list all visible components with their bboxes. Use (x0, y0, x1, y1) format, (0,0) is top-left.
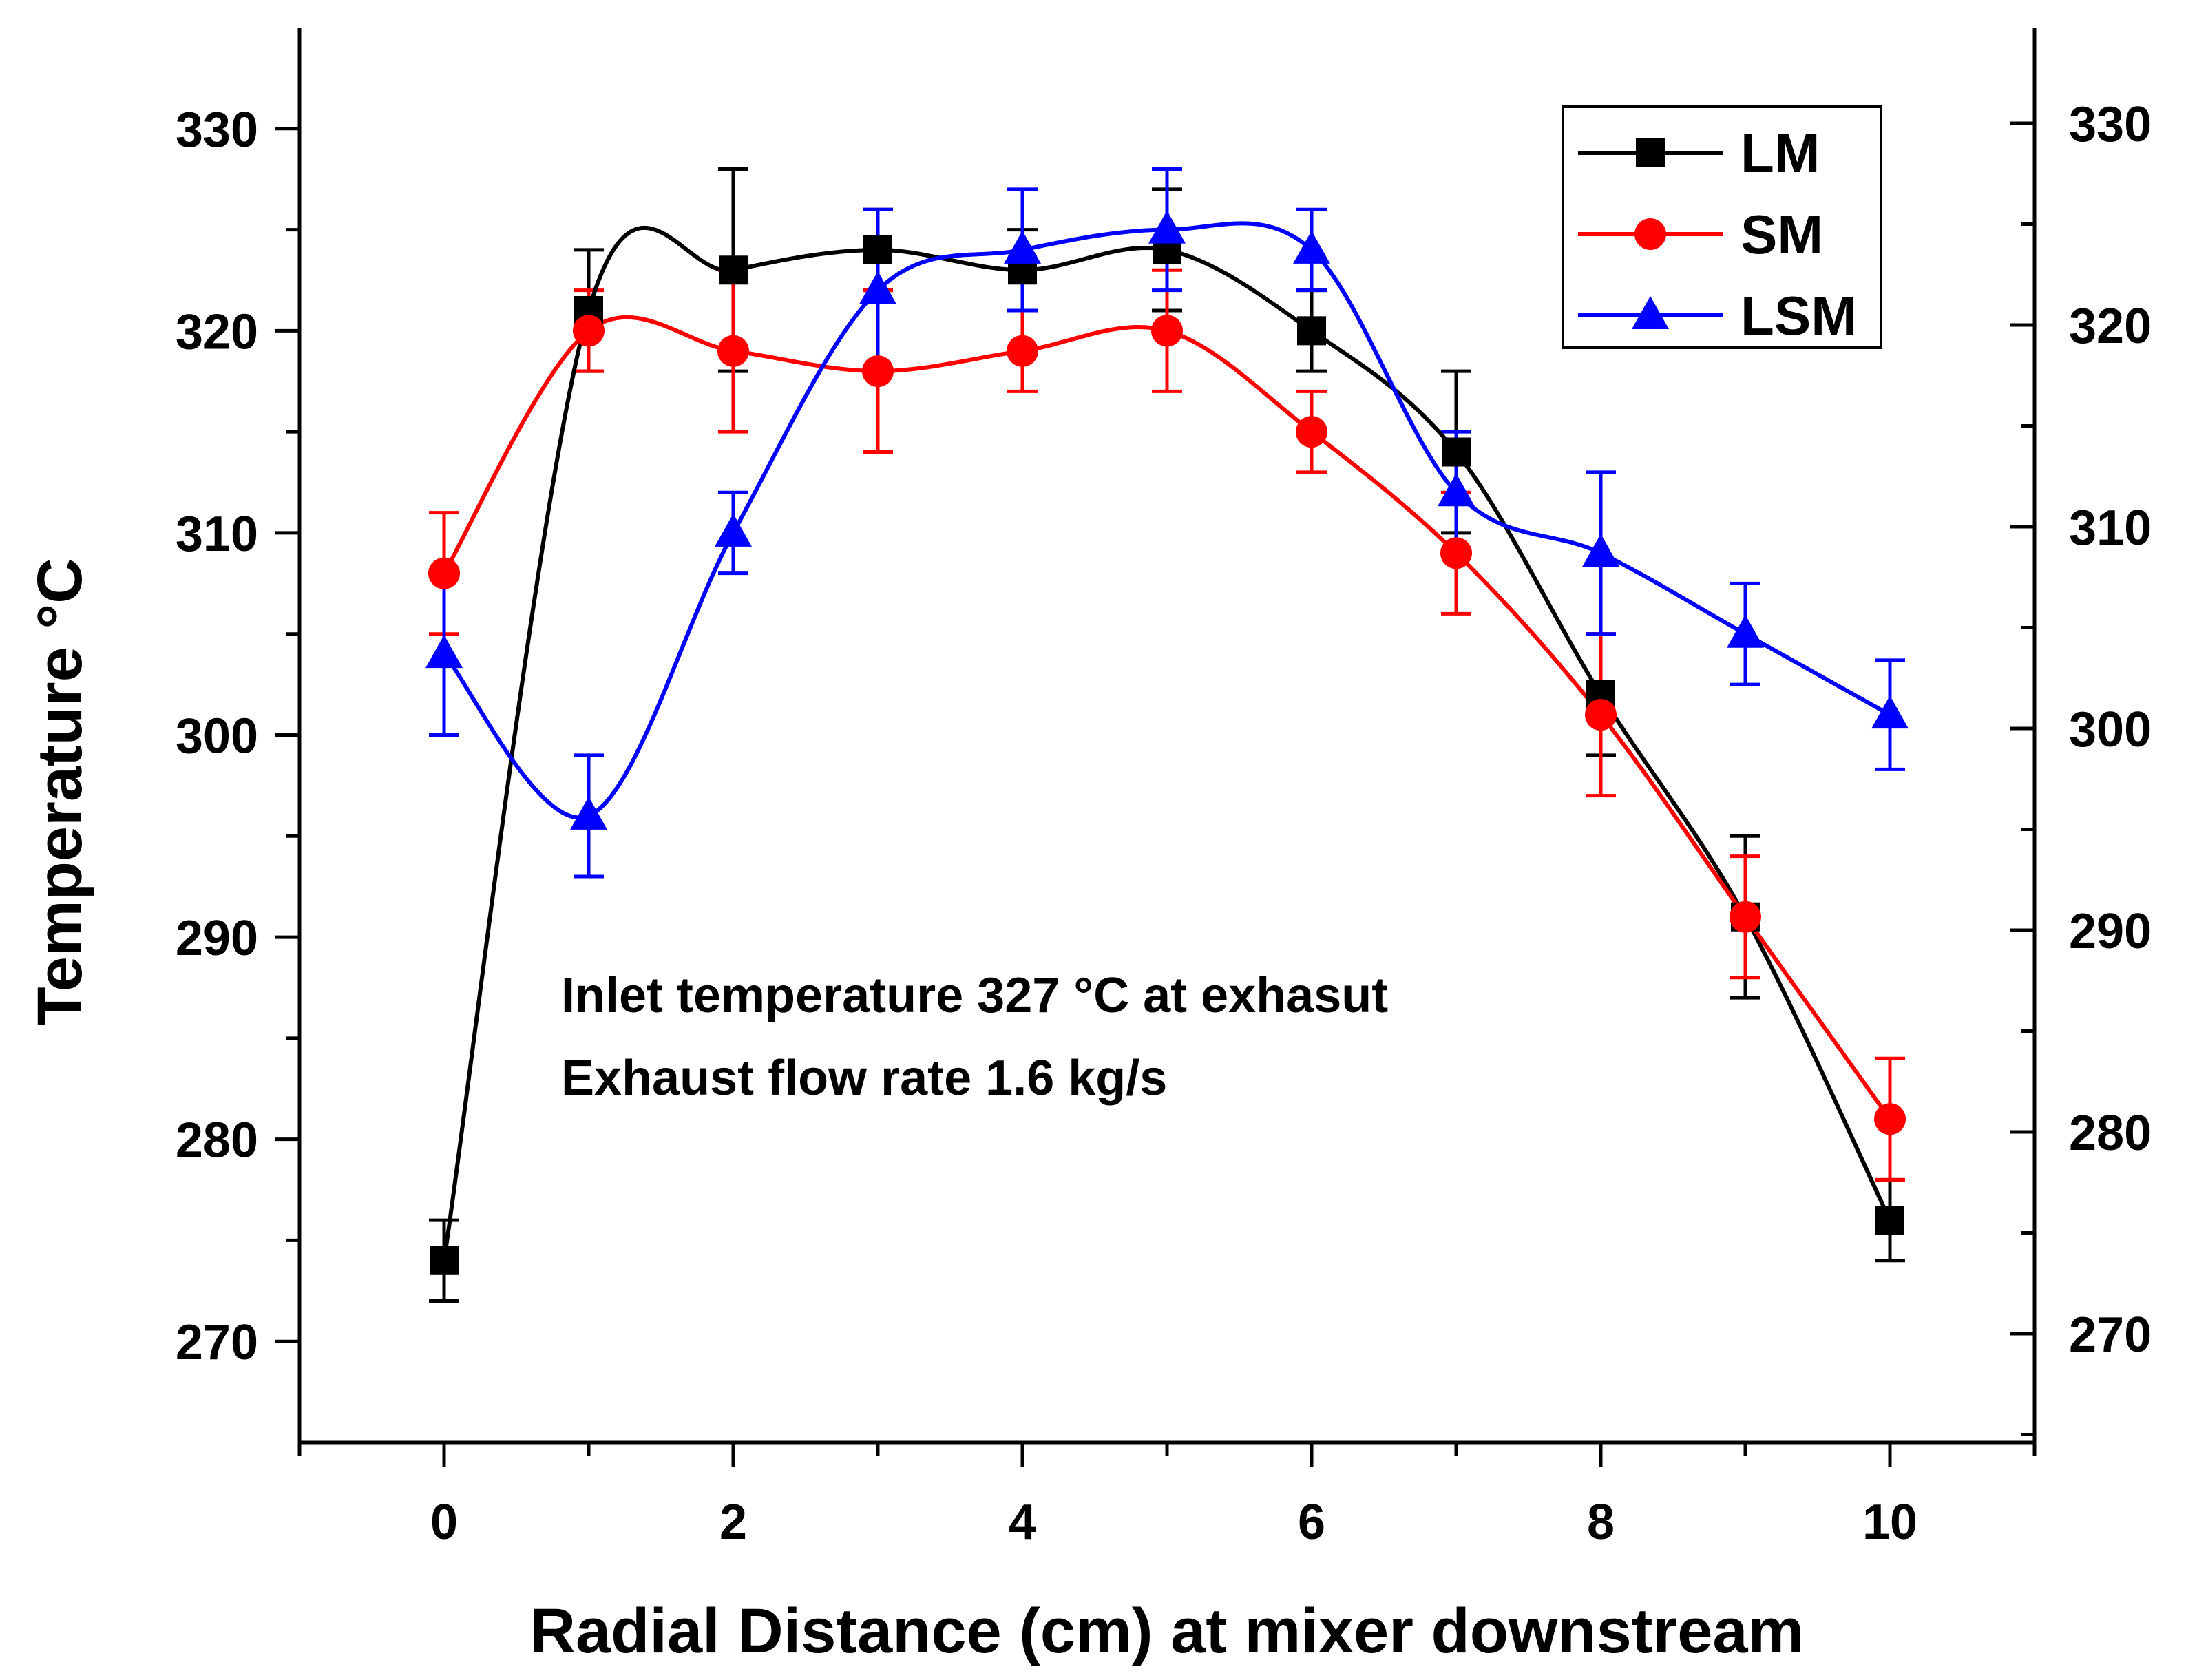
legend-marker-lm (1636, 138, 1665, 167)
data-point-lm (863, 235, 892, 264)
axes: 0 2 4 6 8 10 270 280 290 300 310 320 330 270 280 290 300… (176, 28, 2152, 1550)
data-point-lm (430, 1246, 459, 1275)
data-point-sm (862, 355, 894, 388)
x-tick-label: 10 (1862, 1495, 1917, 1550)
data-point-lm (1297, 316, 1326, 346)
data-point-sm (428, 557, 460, 589)
y-tick-label-left: 330 (176, 103, 258, 158)
data-point-lsm (1438, 473, 1475, 507)
data-point-lsm (425, 635, 463, 669)
x-tick-label: 4 (1009, 1495, 1036, 1550)
y-tick-label-right: 310 (2069, 501, 2152, 556)
data-point-sm (1151, 315, 1183, 347)
data-point-lsm (1293, 230, 1330, 264)
data-point-lsm (1148, 210, 1186, 244)
x-tick-label: 8 (1587, 1495, 1615, 1550)
data-point-sm (1730, 901, 1761, 933)
legend-label-lsm: LSM (1741, 285, 1857, 346)
y-tick-label-right: 290 (2069, 904, 2152, 959)
y-tick-label-right: 280 (2069, 1106, 2152, 1161)
legend-box (1562, 105, 1882, 349)
data-point-lsm (1871, 695, 1909, 729)
data-point-lm (1875, 1206, 1904, 1235)
y-tick-label-left: 300 (176, 709, 258, 764)
series-line-sm (442, 315, 1892, 1121)
y-tick-label-left: 290 (176, 911, 258, 966)
series-markers (425, 210, 1909, 1275)
y-tick-label-right: 300 (2069, 702, 2152, 757)
data-point-lsm (1727, 614, 1764, 648)
data-point-lm (1442, 437, 1471, 467)
data-point-sm (717, 335, 749, 367)
y-tick-label-left: 270 (176, 1315, 258, 1370)
legend-marker-lsm (1632, 296, 1669, 329)
legend-label-lm: LM (1741, 123, 1820, 184)
y-tick-label-left: 320 (176, 304, 258, 359)
x-tick-label: 0 (430, 1495, 458, 1550)
legend-marker-sm (1634, 218, 1666, 250)
legend: LM SM LSM (1562, 105, 1882, 349)
legend-label-sm: SM (1741, 204, 1823, 265)
x-tick-label: 2 (719, 1495, 747, 1550)
data-point-lsm (1004, 230, 1041, 264)
y-tick-label-right: 320 (2069, 299, 2152, 354)
y-tick-label-left: 280 (176, 1113, 258, 1168)
data-point-lm (719, 255, 748, 285)
data-point-lsm (1582, 534, 1619, 567)
data-point-sm (1007, 335, 1038, 367)
data-point-sm (1440, 537, 1472, 569)
y-tick-label-right: 270 (2069, 1308, 2152, 1363)
data-point-sm (1296, 416, 1327, 448)
annotation-inlet-temperature: Inlet temperature 327 °C at exhasut (561, 968, 1388, 1023)
x-tick-label: 6 (1298, 1495, 1325, 1550)
annotation-flow-rate: Exhaust flow rate 1.6 kg/s (561, 1051, 1167, 1106)
data-point-sm (1585, 699, 1617, 731)
data-point-lsm (715, 513, 752, 547)
data-point-sm (1874, 1103, 1906, 1135)
data-point-lsm (570, 796, 607, 830)
data-point-sm (573, 315, 605, 347)
data-point-lsm (859, 271, 896, 304)
y-tick-label-right: 330 (2069, 97, 2152, 152)
y-tick-label-left: 310 (176, 507, 258, 562)
x-axis-title: Radial Distance (cm) at mixer downstream (530, 1596, 1805, 1666)
y-axis-title: Temperature °C (25, 558, 95, 1025)
